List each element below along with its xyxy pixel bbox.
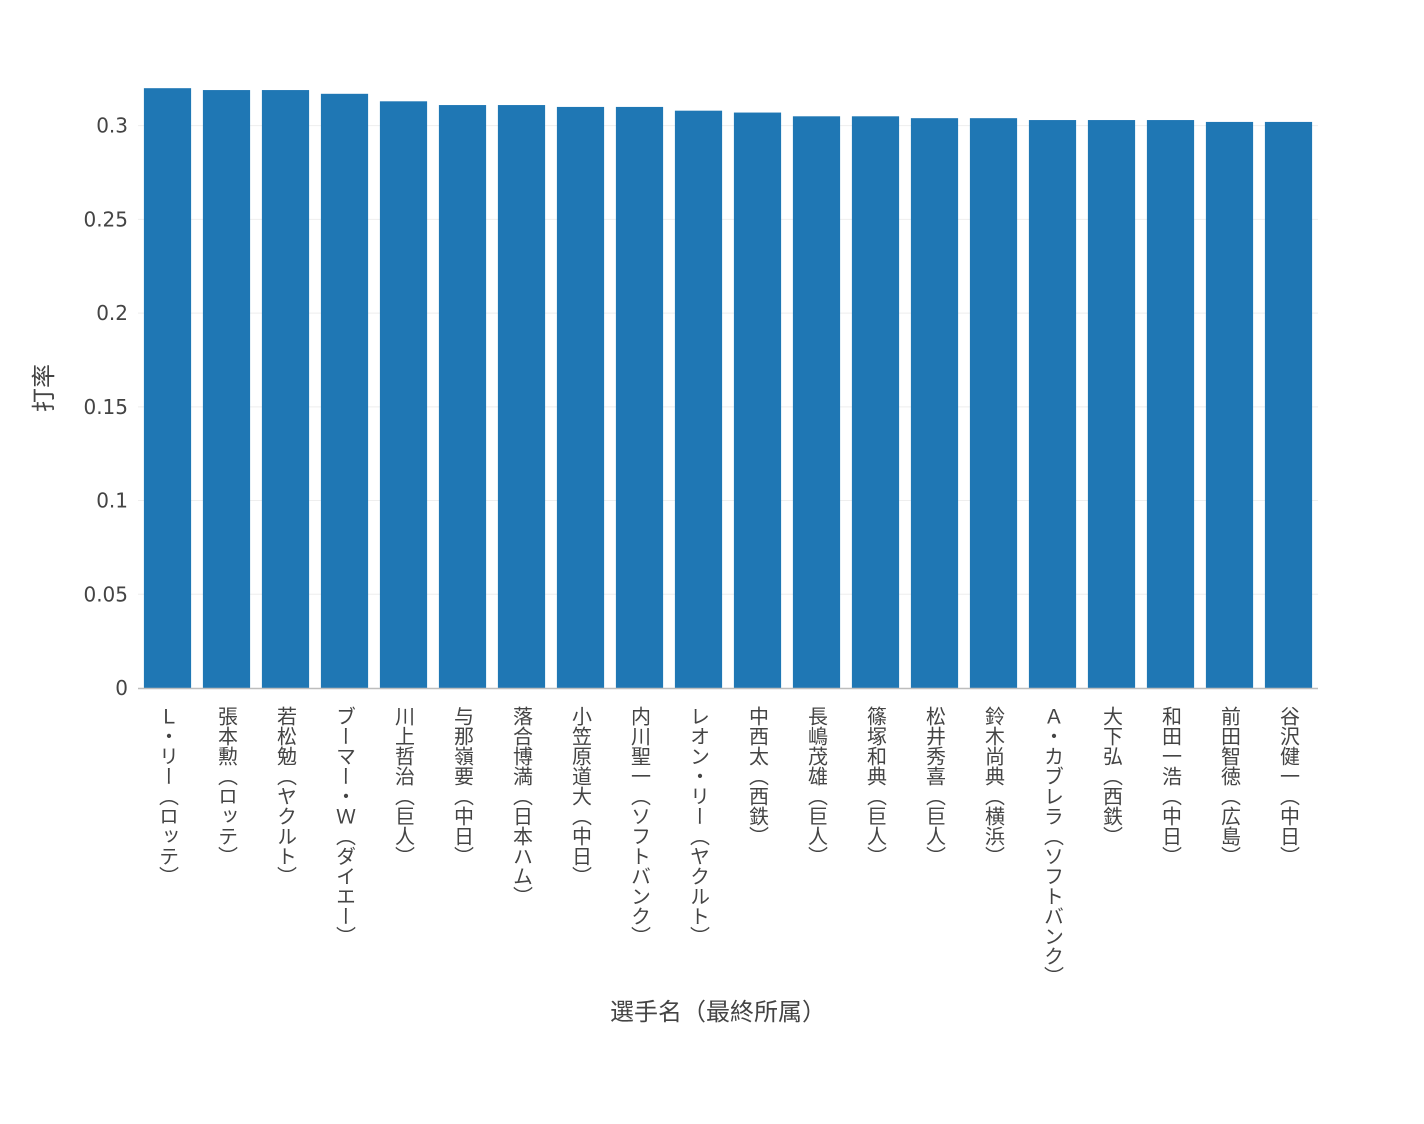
bar[interactable] xyxy=(438,105,487,689)
bar[interactable] xyxy=(1205,121,1254,688)
y-axis-ticks: 0 0.05 0.1 0.15 0.2 0.25 0.3 xyxy=(83,114,128,700)
bar[interactable] xyxy=(851,116,900,688)
y-tick-label: 0.3 xyxy=(96,114,128,138)
bar[interactable] xyxy=(733,112,782,689)
x-tick-label: 前田智徳（広島） xyxy=(1218,706,1242,866)
x-tick-label: 中西太（西鉄） xyxy=(746,706,770,846)
x-tick-label: 篠塚和典（巨人） xyxy=(864,706,888,866)
bar[interactable] xyxy=(320,93,369,688)
bar[interactable] xyxy=(1264,121,1313,688)
x-axis-title: 選手名（最終所属） xyxy=(610,998,826,1026)
bar[interactable] xyxy=(615,106,664,688)
bar[interactable] xyxy=(202,90,251,689)
bars xyxy=(143,88,1313,689)
x-tick-label: 落合博満（日本ハム） xyxy=(510,706,534,906)
x-tick-label: 与那嶺要（中日） xyxy=(451,706,475,866)
y-tick-label: 0.05 xyxy=(83,582,128,606)
x-tick-label: 大下弘（西鉄） xyxy=(1100,706,1124,846)
bar[interactable] xyxy=(674,110,723,688)
y-tick-label: 0.25 xyxy=(83,207,128,231)
bar[interactable] xyxy=(497,105,546,689)
x-tick-label: 和田一浩（中日） xyxy=(1159,706,1183,866)
bar[interactable] xyxy=(143,88,192,688)
bar[interactable] xyxy=(969,118,1018,689)
x-tick-label: 鈴木尚典（横浜） xyxy=(982,706,1006,866)
x-tick-label: 川上哲治（巨人） xyxy=(392,706,416,866)
y-axis-title: 打率 xyxy=(30,364,58,412)
bar[interactable] xyxy=(261,90,310,689)
x-tick-label: 谷沢健一（中日） xyxy=(1277,706,1301,866)
y-tick-label: 0.15 xyxy=(83,395,128,419)
bar[interactable] xyxy=(1146,120,1195,688)
y-tick-label: 0.2 xyxy=(96,301,128,325)
bar[interactable] xyxy=(556,106,605,688)
x-tick-label: 松井秀喜（巨人） xyxy=(923,706,947,866)
bar[interactable] xyxy=(379,101,428,688)
x-tick-label: 小笠原道大（中日） xyxy=(569,706,593,886)
x-axis-ticks: Ｌ・リー（ロッテ） 張本勲（ロッテ） 若松勉（ヤクルト） ブーマー・Ｗ（ダイエー） 川上… xyxy=(156,706,1301,986)
bar[interactable] xyxy=(1087,120,1136,688)
x-tick-label: ブーマー・Ｗ（ダイエー） xyxy=(333,706,357,946)
x-tick-label: レオン・リー（ヤクルト） xyxy=(687,706,711,946)
y-tick-label: 0.1 xyxy=(96,489,128,513)
x-tick-label: 長嶋茂雄（巨人） xyxy=(805,706,829,866)
bar[interactable] xyxy=(792,116,841,688)
x-tick-label: 若松勉（ヤクルト） xyxy=(274,706,298,886)
x-tick-label: Ａ・カブレラ（ソフトバンク） xyxy=(1041,706,1065,986)
bar[interactable] xyxy=(1028,120,1077,688)
bar[interactable] xyxy=(910,118,959,689)
x-tick-label: 内川聖一（ソフトバンク） xyxy=(628,706,652,946)
x-tick-label: Ｌ・リー（ロッテ） xyxy=(156,706,180,886)
y-tick-label: 0 xyxy=(115,676,128,700)
x-tick-label: 張本勲（ロッテ） xyxy=(215,706,239,866)
